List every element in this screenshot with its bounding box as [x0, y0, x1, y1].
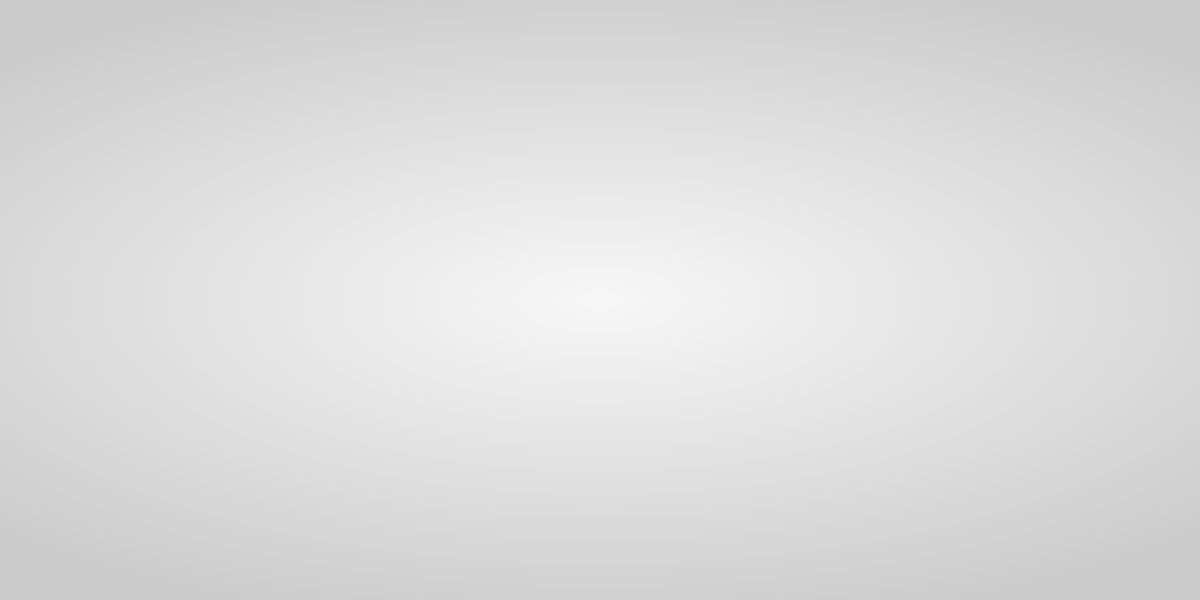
Bar: [955, 471, 1040, 508]
Bar: [250, 159, 334, 508]
Y-axis label: Market Size in USD Billion: Market Size in USD Billion: [74, 182, 94, 395]
Bar: [428, 422, 512, 508]
Bar: [776, 382, 860, 508]
Bar: [164, 315, 250, 508]
Legend: 2023, 2032: 2023, 2032: [869, 70, 1046, 101]
Text: 0.95: 0.95: [173, 338, 215, 356]
Bar: [512, 365, 598, 508]
Text: Ocular Trauma Device Market, By Device Type, 2023 & 2032: Ocular Trauma Device Market, By Device T…: [104, 15, 1085, 43]
Bar: [692, 433, 776, 508]
Bar: [1040, 463, 1124, 508]
